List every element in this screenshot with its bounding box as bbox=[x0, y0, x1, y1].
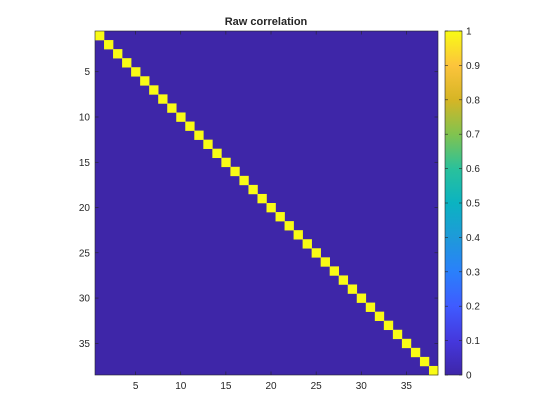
heatmap-cell-17-17 bbox=[239, 175, 249, 186]
colorbar-tick-label: 0.5 bbox=[466, 199, 480, 210]
y-axis: 5 10 15 20 25 30 35 bbox=[79, 67, 438, 350]
colorbar-tick-label: 0.4 bbox=[466, 233, 480, 244]
heatmap-cell-22-22 bbox=[284, 221, 294, 231]
colorbar-tick-label: 1 bbox=[466, 27, 472, 38]
heatmap-cells bbox=[95, 31, 439, 376]
heatmap-cell-21-21 bbox=[275, 212, 285, 222]
heatmap-cell-10-10 bbox=[176, 112, 186, 122]
colorbar-tick-label: 0.3 bbox=[466, 267, 480, 278]
colorbar: 0 0.1 0.2 0.3 0.4 0.5 0.6 0.7 0.8 0.9 1 bbox=[444, 27, 480, 382]
y-tick-label: 15 bbox=[79, 158, 91, 169]
heatmap-cell-28-28 bbox=[338, 275, 349, 285]
heatmap-cell-24-24 bbox=[302, 239, 312, 249]
heatmap-cell-5-5 bbox=[131, 67, 141, 77]
colorbar-tick-label: 0.8 bbox=[466, 95, 480, 106]
heatmap-cell-8-8 bbox=[158, 94, 168, 104]
heatmap-cell-38-38 bbox=[428, 365, 439, 376]
heatmap-plot-area: 5 10 15 20 25 30 35 5 10 15 20 25 30 35 bbox=[79, 30, 439, 392]
heatmap-cell-2-2 bbox=[104, 40, 114, 50]
heatmap-cell-27-27 bbox=[329, 266, 340, 276]
heatmap-cell-33-33 bbox=[383, 320, 394, 331]
heatmap-cell-26-26 bbox=[320, 257, 330, 267]
heatmap-cell-4-4 bbox=[122, 58, 132, 68]
x-tick-label: 30 bbox=[356, 381, 368, 392]
colorbar-tick-label: 0.6 bbox=[466, 164, 480, 175]
heatmap-cell-19-19 bbox=[257, 193, 267, 204]
heatmap-cell-34-34 bbox=[392, 329, 403, 340]
colorbar-tick-label: 0 bbox=[466, 371, 472, 382]
heatmap-cell-6-6 bbox=[140, 76, 150, 86]
colorbar-tick-label: 0.9 bbox=[466, 61, 480, 72]
x-tick-label: 20 bbox=[265, 381, 277, 392]
x-tick-label: 10 bbox=[175, 381, 187, 392]
heatmap-cell-29-29 bbox=[347, 284, 358, 294]
heatmap-cell-1-1 bbox=[95, 31, 105, 41]
plot-frame bbox=[94, 30, 439, 376]
heatmap-cell-3-3 bbox=[113, 49, 123, 59]
heatmap-cell-11-11 bbox=[185, 121, 195, 131]
heatmap-cell-35-35 bbox=[401, 338, 412, 349]
y-tick-label: 5 bbox=[84, 67, 90, 78]
heatmap-cell-25-25 bbox=[311, 248, 321, 258]
heatmap-cell-12-12 bbox=[194, 130, 204, 140]
x-tick-label: 25 bbox=[311, 381, 323, 392]
heatmap-cell-37-37 bbox=[419, 356, 430, 367]
heatmap-cell-30-30 bbox=[356, 293, 367, 303]
x-tick-label: 5 bbox=[133, 381, 139, 392]
heatmap-cell-32-32 bbox=[374, 311, 385, 321]
colorbar-tick-label: 0.7 bbox=[466, 130, 480, 141]
y-tick-label: 30 bbox=[79, 294, 91, 305]
y-tick-label: 10 bbox=[79, 113, 91, 124]
colorbar-ticks: 0 0.1 0.2 0.3 0.4 0.5 0.6 0.7 0.8 0.9 1 bbox=[445, 27, 480, 382]
heatmap-cell-16-16 bbox=[230, 166, 240, 177]
heatmap-cell-31-31 bbox=[365, 302, 376, 312]
x-tick-label: 35 bbox=[401, 381, 413, 392]
heatmap-cell-20-20 bbox=[266, 203, 276, 213]
heatmap-cell-23-23 bbox=[293, 230, 303, 240]
heatmap-cell-36-36 bbox=[410, 347, 421, 358]
x-tick-label: 15 bbox=[220, 381, 232, 392]
y-tick-label: 35 bbox=[79, 339, 91, 350]
heatmap-cell-15-15 bbox=[221, 157, 231, 168]
y-tick-label: 20 bbox=[79, 203, 91, 214]
colorbar-tick-label: 0.1 bbox=[466, 336, 480, 347]
heatmap-cell-9-9 bbox=[167, 103, 177, 113]
heatmap-cell-18-18 bbox=[248, 184, 258, 195]
heatmap-cell-14-14 bbox=[212, 148, 222, 159]
x-axis: 5 10 15 20 25 30 35 bbox=[133, 31, 413, 392]
heatmap-cell-7-7 bbox=[149, 85, 159, 95]
chart-title: Raw correlation bbox=[225, 16, 308, 28]
heatmap-cell-13-13 bbox=[203, 139, 213, 149]
y-tick-label: 25 bbox=[79, 248, 91, 259]
colorbar-tick-label: 0.2 bbox=[466, 302, 480, 313]
